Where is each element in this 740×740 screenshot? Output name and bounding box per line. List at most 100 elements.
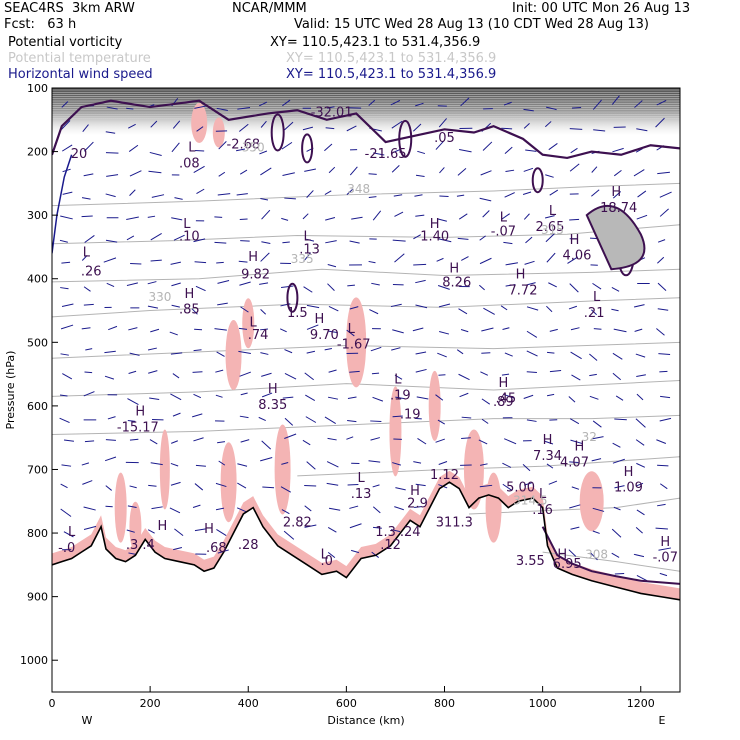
- wind-vector-268: [349, 240, 360, 244]
- wind-vector-13: [59, 394, 68, 397]
- wind-vector-60: [126, 107, 134, 110]
- wind-vector-301: [372, 506, 381, 514]
- wind-vector-366: [458, 213, 468, 220]
- wind-vector-173: [240, 306, 249, 313]
- wind-vector-251: [327, 330, 338, 334]
- wind-vector-428: [526, 419, 537, 422]
- wind-vector-313: [390, 303, 402, 308]
- pv-label-76: -.0: [58, 541, 75, 556]
- pv-label-6: L: [183, 217, 191, 232]
- wind-vector-257: [326, 461, 339, 468]
- wind-vector-10: [60, 324, 74, 330]
- wind-vector-464: [569, 418, 580, 425]
- wind-vector-337: [416, 396, 429, 400]
- wind-vector-541: [659, 208, 669, 217]
- wind-vector-12: [62, 373, 73, 380]
- wind-vector-479: [592, 282, 602, 290]
- wind-vector-387: [483, 307, 495, 315]
- wind-vector-8: [60, 287, 69, 290]
- pv-patch-7: [463, 429, 484, 510]
- wind-vector-438: [545, 232, 556, 243]
- pv-closed-contour-0: [270, 113, 285, 152]
- wind-vector-467: [571, 486, 580, 490]
- wind-vector-487: [591, 458, 602, 462]
- wind-vector-87: [150, 232, 162, 241]
- pv-label-11: .13: [299, 242, 320, 257]
- wind-vector-165: [238, 123, 249, 132]
- wind-vector-530: [636, 462, 646, 468]
- wind-vector-190: [260, 252, 270, 262]
- wind-vector-218: [280, 486, 291, 493]
- wind-vector-176: [239, 371, 251, 377]
- wind-vector-500: [611, 287, 620, 292]
- wind-vector-470: [568, 549, 577, 557]
- wind-vector-490: [592, 530, 600, 534]
- wind-vector-381: [480, 170, 492, 176]
- wind-vector-207: [282, 241, 290, 244]
- wind-vector-330: [413, 234, 421, 240]
- theta-label-4: 308: [585, 547, 608, 561]
- wind-vector-209: [281, 285, 294, 288]
- wind-vector-197: [258, 416, 266, 422]
- wind-vector-525: [635, 353, 646, 358]
- wind-vector-529: [635, 439, 645, 446]
- wind-vector-356: [435, 394, 444, 401]
- pv-label-37: 2.65: [536, 220, 565, 235]
- wind-vector-422: [525, 282, 536, 286]
- wind-vector-68: [126, 282, 138, 287]
- wind-vector-84: [148, 170, 162, 174]
- wind-vector-96: [149, 439, 158, 445]
- pv-label-43: .21: [584, 306, 605, 321]
- pv-patch-0: [191, 102, 208, 143]
- wind-vector-186: [260, 167, 272, 176]
- pv-label-13: .85: [179, 303, 200, 318]
- wind-vector-164: [237, 107, 251, 110]
- wind-vector-113: [172, 373, 180, 379]
- theta-contour-5: [52, 379, 680, 397]
- wind-vector-494: [612, 147, 624, 153]
- wind-vector-484: [589, 395, 599, 400]
- wind-vector-364: [457, 168, 467, 176]
- pv-label-53: L: [539, 487, 547, 502]
- wind-vector-201: [282, 99, 291, 107]
- theta-label-7: 348: [347, 182, 370, 196]
- wind-vector-135: [193, 393, 202, 399]
- wind-vector-124: [195, 150, 205, 152]
- pv-label-35: 7.72: [509, 284, 538, 299]
- wind-vector-506: [614, 418, 627, 421]
- wind-vector-555: [655, 527, 668, 530]
- wind-vector-108: [170, 261, 181, 265]
- wind-vector-254: [327, 396, 339, 400]
- wind-vector-450: [571, 106, 582, 109]
- wind-vector-153: [214, 328, 227, 331]
- theta-label-0: 350: [242, 141, 265, 155]
- wind-vector-374: [459, 392, 469, 398]
- wind-vector-19: [63, 531, 74, 538]
- pv-label-79: 311.3: [436, 516, 473, 531]
- wind-vector-41: [106, 106, 118, 110]
- wind-vector-496: [612, 191, 622, 199]
- pv-patch-3: [225, 320, 242, 391]
- pv-patch-2: [346, 297, 367, 388]
- wind-vector-114: [170, 393, 182, 401]
- wind-vector-187: [260, 198, 269, 201]
- pv-label-69: 2.82: [283, 516, 312, 531]
- wind-vector-214: [282, 396, 294, 399]
- wind-vector-120: [174, 528, 184, 537]
- wind-vector-437: [544, 215, 555, 219]
- wind-vector-365: [456, 194, 465, 197]
- wind-vector-449: [548, 480, 558, 485]
- wind-vector-167: [239, 169, 248, 175]
- wind-vector-23: [83, 141, 94, 152]
- wind-vector-72: [128, 370, 137, 374]
- pv-label-24: -15.17: [117, 420, 159, 435]
- wind-vector-385: [479, 257, 492, 265]
- wind-vector-234: [305, 394, 316, 401]
- wind-vector-229: [303, 286, 313, 293]
- wind-vector-492: [611, 95, 620, 105]
- pv-label-51: H: [624, 465, 634, 480]
- pv-label-15: H: [315, 312, 325, 327]
- wind-vector-511: [611, 528, 622, 538]
- pv-label-81: -21.65: [365, 147, 407, 162]
- wind-vector-88: [150, 259, 162, 262]
